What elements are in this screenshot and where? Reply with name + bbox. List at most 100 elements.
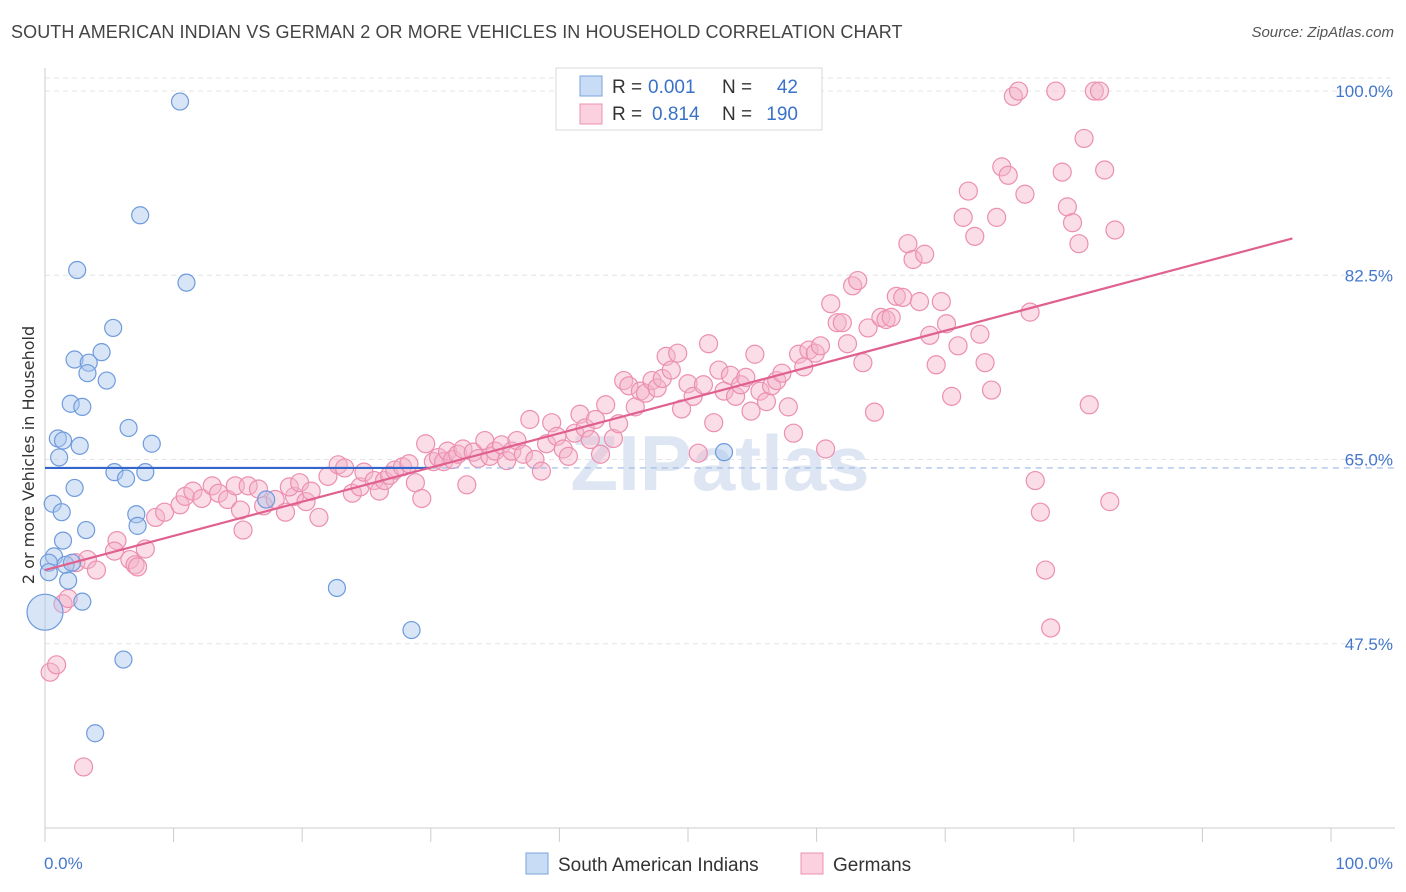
series-legend-label-1: South American Indians — [558, 855, 759, 876]
germans-point — [788, 344, 809, 364]
south-american-indians-point — [61, 394, 80, 413]
legend-n-value-1: 42 — [777, 77, 798, 98]
legend-swatch-blue — [579, 75, 603, 97]
germans-point — [416, 434, 436, 454]
south-american-indians-point — [65, 478, 84, 498]
germans-point — [125, 555, 145, 575]
germans-point — [987, 207, 1007, 227]
south-american-indians-point — [131, 206, 150, 225]
stats-legend: R = 0.001 N = 42 R = 0.814 N = 190 — [555, 67, 823, 131]
germans-point — [1089, 81, 1110, 101]
south-american-indians-points — [26, 92, 734, 743]
germans-point — [1052, 162, 1072, 182]
chart-title: SOUTH AMERICAN INDIAN VS GERMAN 2 OR MOR… — [11, 22, 903, 42]
legend-r-label-2: R = — [612, 104, 642, 125]
legend-r-value-1: 0.001 — [648, 77, 696, 98]
germans-point — [915, 244, 935, 264]
south-american-indians-point — [97, 371, 116, 390]
germans-point — [688, 443, 708, 463]
germans-point — [827, 313, 847, 333]
series-legend: South American Indians Germans — [525, 852, 911, 876]
south-american-indians-point — [116, 469, 136, 488]
germans-point — [202, 476, 222, 496]
germans-point — [1025, 470, 1045, 491]
south-american-indians-point — [714, 443, 734, 462]
germans-point — [832, 313, 852, 333]
y-tick-label: 82.5% — [1345, 266, 1393, 285]
germans-point — [1084, 81, 1104, 101]
germans-point — [279, 477, 299, 497]
y-tick-label: 65.0% — [1345, 451, 1393, 470]
germans-point — [661, 360, 681, 380]
south-american-indians-point — [142, 434, 161, 453]
south-american-indians-point — [119, 418, 138, 438]
germans-point — [596, 395, 616, 415]
germans-point — [1095, 160, 1115, 180]
germans-point — [858, 318, 878, 338]
germans-point — [145, 507, 166, 528]
south-american-indians-point — [114, 650, 133, 669]
south-american-indians-point — [327, 578, 347, 598]
germans-point — [778, 397, 798, 417]
germans-point — [678, 374, 698, 394]
south-american-indians-point — [26, 593, 64, 631]
germans-point — [86, 560, 107, 580]
germans-point — [750, 381, 770, 401]
germans-point — [46, 655, 67, 675]
source-label: Source: ZipAtlas.com — [1251, 24, 1394, 41]
germans-point — [1069, 234, 1089, 254]
legend-r-label-1: R = — [612, 77, 642, 98]
germans-point — [668, 343, 688, 363]
south-american-indians-point — [68, 260, 87, 280]
germans-point — [816, 439, 836, 459]
germans-point — [619, 376, 639, 396]
watermark: ZIPatlas — [570, 419, 869, 507]
legend-r-value-2: 0.814 — [652, 104, 700, 125]
germans-point — [1003, 86, 1023, 106]
germans-point — [1035, 560, 1056, 580]
south-american-indians-point — [73, 397, 92, 416]
south-american-indians-point — [86, 724, 105, 743]
germans-point — [843, 276, 863, 296]
germans-point — [635, 383, 656, 403]
germans-point — [909, 292, 930, 312]
germans-points — [40, 81, 1125, 777]
germans-point — [903, 249, 923, 270]
germans-point — [580, 429, 600, 450]
south-american-indians-point — [39, 563, 58, 582]
germans-point — [1008, 81, 1029, 101]
series-legend-swatch-blue — [525, 852, 549, 875]
germans-point — [127, 557, 148, 577]
germans-point — [531, 461, 551, 481]
legend-n-label-2: N = — [722, 104, 752, 125]
germans-point — [741, 401, 761, 421]
south-american-indians-point — [127, 505, 146, 524]
south-american-indians-point — [65, 350, 84, 369]
legend-swatch-pink — [579, 103, 603, 125]
germans-point — [120, 549, 140, 570]
south-american-indians-point — [52, 503, 71, 522]
germans-point — [709, 360, 729, 380]
germans-point — [647, 378, 667, 398]
germans-point — [520, 409, 540, 430]
x-tick-label: 0.0% — [44, 854, 83, 873]
south-american-indians-point — [128, 516, 147, 535]
series-legend-label-2: Germans — [833, 855, 911, 876]
germans-point — [853, 353, 873, 373]
germans-point — [497, 450, 517, 471]
legend-n-value-2: 190 — [766, 104, 798, 125]
germans-point — [1105, 220, 1125, 240]
south-american-indians-point — [50, 448, 69, 467]
germans-point — [926, 355, 946, 375]
south-american-indians-point — [53, 431, 73, 450]
germans-point — [399, 454, 419, 474]
germans-point — [1030, 502, 1050, 522]
germans-point — [704, 413, 724, 433]
axes — [44, 68, 1395, 842]
germans-point — [810, 336, 831, 356]
germans-point — [233, 520, 253, 540]
germans-point — [942, 386, 962, 406]
y-axis-label: 2 or more Vehicles in Household — [19, 326, 38, 584]
germans-point — [412, 488, 432, 509]
south-american-indians-point — [104, 318, 123, 338]
